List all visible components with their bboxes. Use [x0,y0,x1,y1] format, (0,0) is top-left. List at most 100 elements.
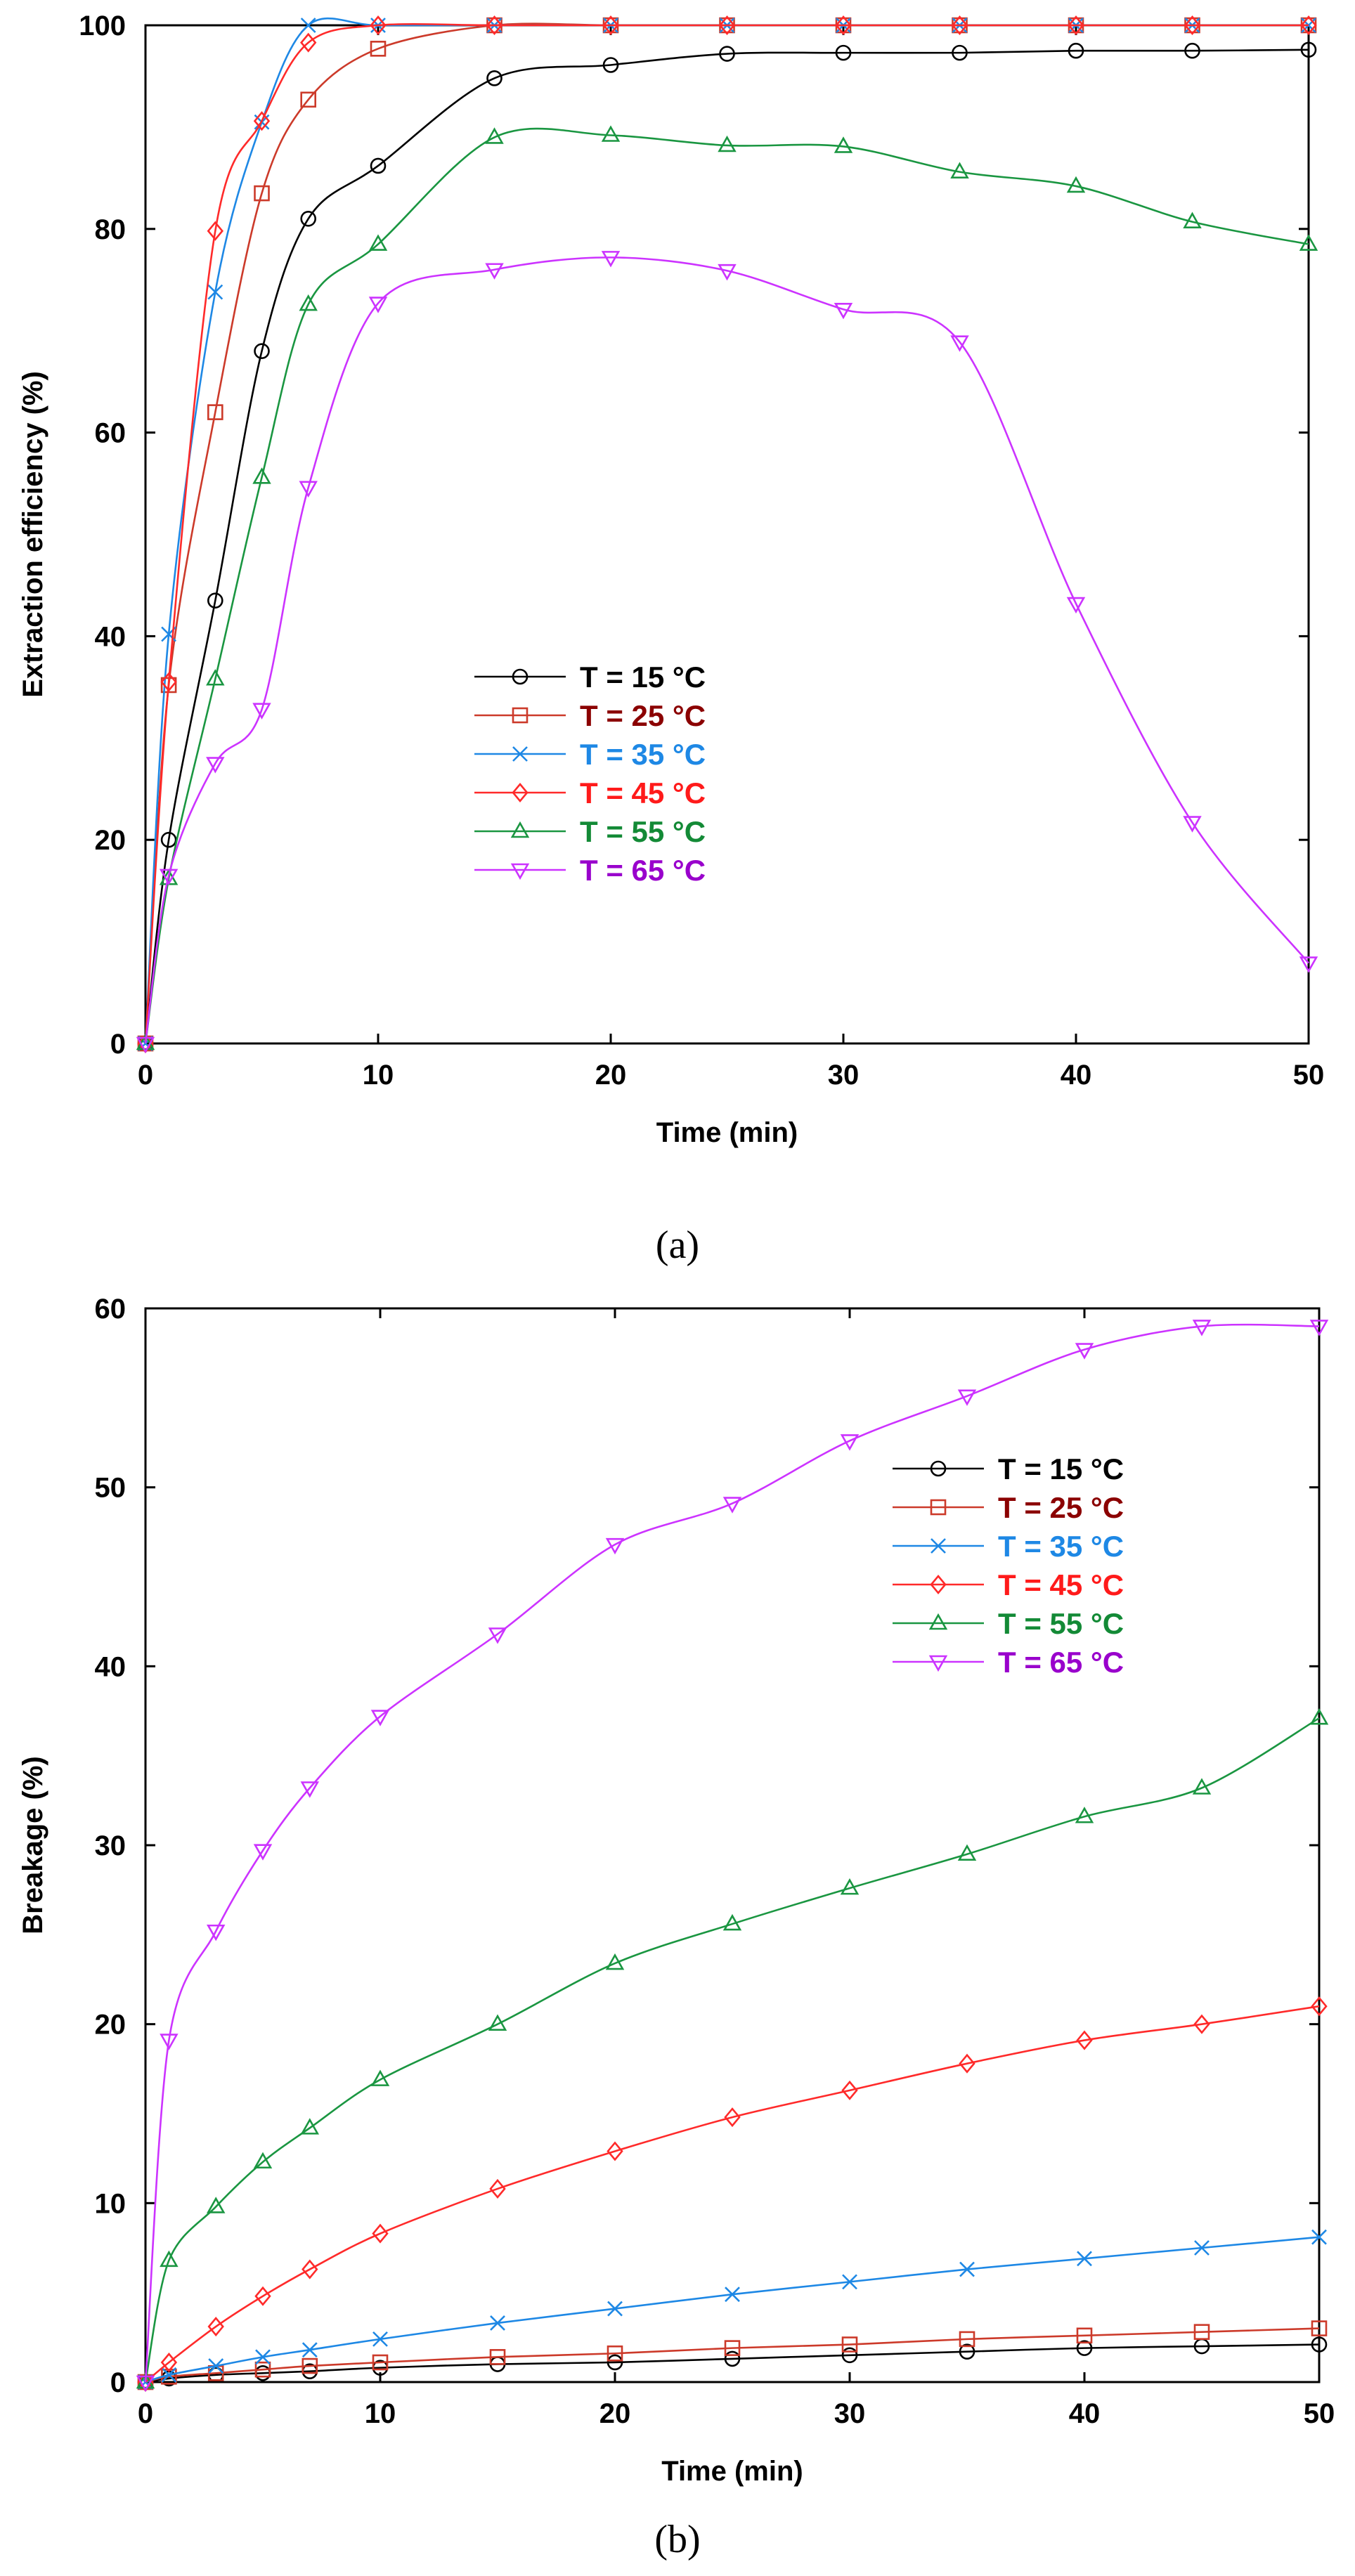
chart-a-data-point [299,481,318,497]
chart-b-data-point [253,1844,273,1861]
chart-a-data-point [252,467,271,484]
chart-a-data-point [300,211,317,227]
chart-b-data-point [724,2350,741,2367]
chart-b-panel-label: (b) [654,2518,700,2561]
chart-a-data-point [952,44,968,61]
chart-a-data-point [602,15,619,36]
chart-b-y-tick-label: 10 [95,2188,127,2219]
chart-b-series-5 [136,1708,1329,2389]
chart-b-x-tick-label: 50 [1304,2398,1335,2429]
chart-b-data-point [255,2349,271,2365]
chart-b-data-point [959,2261,975,2277]
chart-b-data-point [136,2375,155,2393]
chart-a-data-point [950,335,969,352]
chart-a-data-point [160,672,177,692]
chart-b-legend-swatch-marker [928,1655,948,1672]
chart-a-data-point [719,46,735,62]
chart-a-data-point [299,294,318,311]
chart-a-data-point [1184,42,1200,59]
chart-a-series-6 [136,251,1318,1054]
chart-b-data-point [959,2343,975,2360]
chart-b-data-point [302,2259,318,2279]
chart-b-data-point [1075,1807,1094,1823]
chart-b-data-point [957,1844,977,1861]
chart-a-legend-swatch-marker [512,746,528,762]
chart-b-y-tick-label: 0 [110,2367,126,2398]
chart-a-x-tick-label: 40 [1061,1060,1092,1091]
chart-a-data-point [1300,41,1317,58]
chart-a-data-point [136,1036,155,1054]
chart-b-y-tick-label: 20 [95,2010,127,2041]
chart-b-data-point [1193,2014,1210,2034]
chart-b-x-axis-title: Time (min) [661,2456,803,2487]
chart-a-data-point [835,44,852,61]
chart-a-series-2 [137,17,1317,1052]
chart-a-x-tick-label: 0 [138,1060,153,1091]
chart-b-data-point [1077,2251,1092,2267]
chart-a-data-point [370,15,387,36]
chart-a-data-point [1299,234,1318,251]
chart-a-legend-swatch-marker [512,707,529,724]
chart-extraction-efficiency: 0 10 20 30 40 50 0 20 40 60 80 100 Time (min) Extract… [18,11,1324,1267]
chart-b-data-point [841,2080,858,2100]
chart-a-series-line [144,256,1310,1044]
chart-b-data-point [136,2372,155,2389]
chart-a-y-tick-label: 0 [110,1029,126,1060]
chart-b-x-tick-label: 10 [365,2398,396,2429]
chart-a-data-point [486,70,503,86]
chart-a-y-tick-label: 20 [95,825,127,856]
chart-a-data-point [1300,15,1317,36]
chart-a-y-axis-title: Extraction efficiency (%) [18,371,48,698]
chart-b-series-3 [138,2229,1327,2390]
chart-a-data-point [1066,597,1086,614]
chart-b-data-point [160,2250,179,2268]
chart-b-data-point [489,2349,506,2365]
chart-b-data-point [605,1953,625,1970]
chart-b-series-6 [136,1320,1329,2393]
chart-b-data-point [842,2274,857,2290]
chart-a-data-point [486,15,503,36]
chart-b-data-point [1309,1320,1329,1336]
chart-b-data-point [605,1537,625,1555]
chart-a-legend-label: T = 25 °C [580,699,706,732]
chart-a-data-point [601,125,621,142]
chart-a-y-tick-label: 40 [95,621,127,652]
chart-a-panel-label: (a) [656,1223,699,1267]
chart-b-series-line [145,2327,1320,2383]
chart-b-legend-label: T = 65 °C [998,1646,1124,1679]
chart-a-data-point [834,302,853,320]
chart-b-series-line [144,1717,1320,2383]
chart-b-data-point [1311,2229,1327,2245]
chart-b-data-point [300,1781,320,1798]
chart-a-legend-swatch-marker [510,821,530,838]
chart-a-data-point [1068,15,1084,36]
chart-b-series-2 [137,2320,1328,2390]
chart-b-data-point [1076,2030,1093,2050]
chart-b-data-point [1193,2324,1210,2340]
chart-b-data-point [488,2014,507,2031]
chart-b-legend-label: T = 55 °C [998,1607,1124,1640]
chart-a-data-point [1183,816,1202,833]
chart-a-data-point [1183,212,1202,228]
chart-a-legend-label: T = 35 °C [580,738,706,771]
chart-a-data-point [950,162,969,178]
chart-b-data-point [607,2354,623,2371]
chart-a-plot-frame [144,24,1310,1045]
chart-a-y-tick-label: 100 [79,11,126,41]
chart-b-series-line [145,2343,1320,2383]
chart-b-data-point [1076,2327,1093,2344]
chart-a-series-line [144,22,1309,1044]
chart-breakage: 0 10 20 30 40 50 0 10 20 30 40 50 60 Time (min) Breaka… [18,1294,1335,2561]
chart-a-series-3 [138,17,1316,1051]
chart-b-data-point [302,2357,318,2374]
chart-b-data-point [300,2118,320,2135]
chart-b-plot-frame [144,1307,1321,2383]
chart-b-y-tick-label: 30 [95,1830,127,1861]
chart-a-data-point [485,127,504,144]
chart-a-x-tick-label: 20 [595,1060,627,1091]
chart-a-data-point [368,297,388,313]
chart-b-data-point [841,2347,858,2364]
chart-b-y-tick-label: 40 [95,1651,127,1682]
chart-a-legend-swatch-marker [512,668,529,685]
chart-b-data-point [841,2336,858,2353]
